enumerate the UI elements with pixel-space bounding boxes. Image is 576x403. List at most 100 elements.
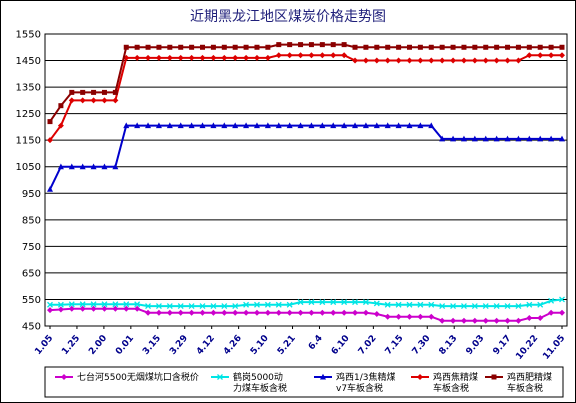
data-point	[112, 97, 119, 104]
data-point	[47, 186, 53, 192]
data-point	[537, 135, 544, 142]
data-point	[373, 122, 380, 129]
data-point	[177, 122, 184, 129]
x-tick-label: 3.15	[141, 334, 163, 357]
data-point	[537, 315, 544, 322]
data-point	[493, 317, 500, 324]
y-tick-label: 1050	[16, 162, 41, 173]
data-point	[352, 44, 358, 50]
data-point	[112, 305, 119, 312]
data-point	[188, 122, 195, 129]
data-point	[362, 122, 369, 129]
data-point	[210, 309, 217, 316]
data-point	[243, 122, 250, 129]
data-point	[362, 309, 369, 316]
data-point	[221, 303, 228, 310]
data-point	[559, 296, 565, 303]
data-point	[243, 309, 250, 316]
data-point	[373, 300, 380, 307]
y-tick-label: 1450	[16, 56, 41, 67]
data-point	[68, 301, 75, 308]
data-point	[166, 303, 173, 310]
data-point	[330, 122, 337, 129]
data-point	[537, 52, 544, 59]
data-point	[57, 306, 64, 313]
data-point	[363, 44, 369, 50]
data-point	[341, 122, 348, 129]
data-point	[505, 44, 511, 50]
data-point	[352, 299, 358, 306]
data-point	[395, 301, 402, 308]
data-point	[155, 54, 162, 61]
data-point	[319, 122, 326, 129]
data-point	[297, 299, 304, 306]
legend-label: 七台河5500无烟煤坑口含税价	[77, 371, 199, 383]
data-point	[417, 122, 424, 129]
legend-item: 七台河5500无烟煤坑口含税价	[55, 371, 199, 383]
data-point	[559, 52, 565, 59]
y-axis-ticks: 450 550 650 750 850 950 1050 1150 1250 1350 1450 15…	[16, 30, 41, 333]
data-point	[199, 54, 206, 61]
series-lines	[47, 42, 565, 324]
data-point	[373, 57, 380, 64]
data-point	[275, 52, 282, 59]
data-point	[275, 309, 282, 316]
data-point	[166, 54, 173, 61]
x-tick-label: 4.26	[222, 334, 244, 357]
data-point	[526, 315, 533, 322]
data-point	[286, 122, 293, 129]
data-point	[526, 135, 533, 142]
data-point	[330, 42, 336, 48]
data-point	[471, 303, 478, 310]
data-point	[68, 163, 75, 170]
data-point	[450, 303, 457, 310]
x-tick-label: 1.25	[60, 334, 82, 357]
data-point	[232, 54, 239, 61]
data-point	[537, 301, 544, 308]
data-point	[450, 317, 457, 324]
data-point	[548, 135, 555, 142]
data-point	[134, 54, 141, 61]
data-point	[254, 301, 260, 308]
data-point	[308, 309, 315, 316]
data-point	[450, 44, 456, 50]
legend-marker	[491, 374, 497, 380]
legend-label: 鸡西1/3焦精煤	[336, 371, 396, 383]
data-point	[112, 163, 119, 170]
series-1	[47, 305, 565, 324]
data-point	[471, 317, 478, 324]
series-line	[50, 298, 563, 308]
data-point	[232, 122, 239, 129]
data-point	[461, 44, 467, 50]
data-point	[428, 301, 435, 308]
data-point	[341, 299, 348, 306]
data-point	[548, 309, 555, 316]
data-point	[286, 52, 293, 59]
x-tick-label: 7.02	[357, 334, 379, 357]
data-point	[221, 54, 228, 61]
data-point	[308, 122, 315, 129]
data-point	[373, 311, 380, 318]
y-tick-label: 1250	[16, 109, 41, 120]
data-point	[47, 137, 53, 144]
data-point	[406, 57, 413, 64]
data-point	[352, 309, 359, 316]
data-point	[145, 122, 152, 129]
data-point	[483, 44, 489, 50]
data-point	[352, 57, 359, 64]
data-point	[297, 122, 304, 129]
legend-marker	[217, 374, 223, 380]
data-point	[177, 309, 184, 316]
data-point	[156, 44, 162, 50]
x-tick-label: 9.03	[465, 334, 487, 357]
x-axis-ticks: 1.05 1.25 2.00 0.01 3.15 3.29 4.12 4.26 5.10 5.21…	[33, 326, 567, 362]
data-point	[69, 89, 75, 95]
legend-box	[44, 366, 564, 398]
data-point	[264, 309, 271, 316]
data-point	[395, 122, 402, 129]
data-point	[145, 44, 151, 50]
data-point	[330, 309, 337, 316]
x-tick-label: 0.01	[114, 334, 136, 357]
